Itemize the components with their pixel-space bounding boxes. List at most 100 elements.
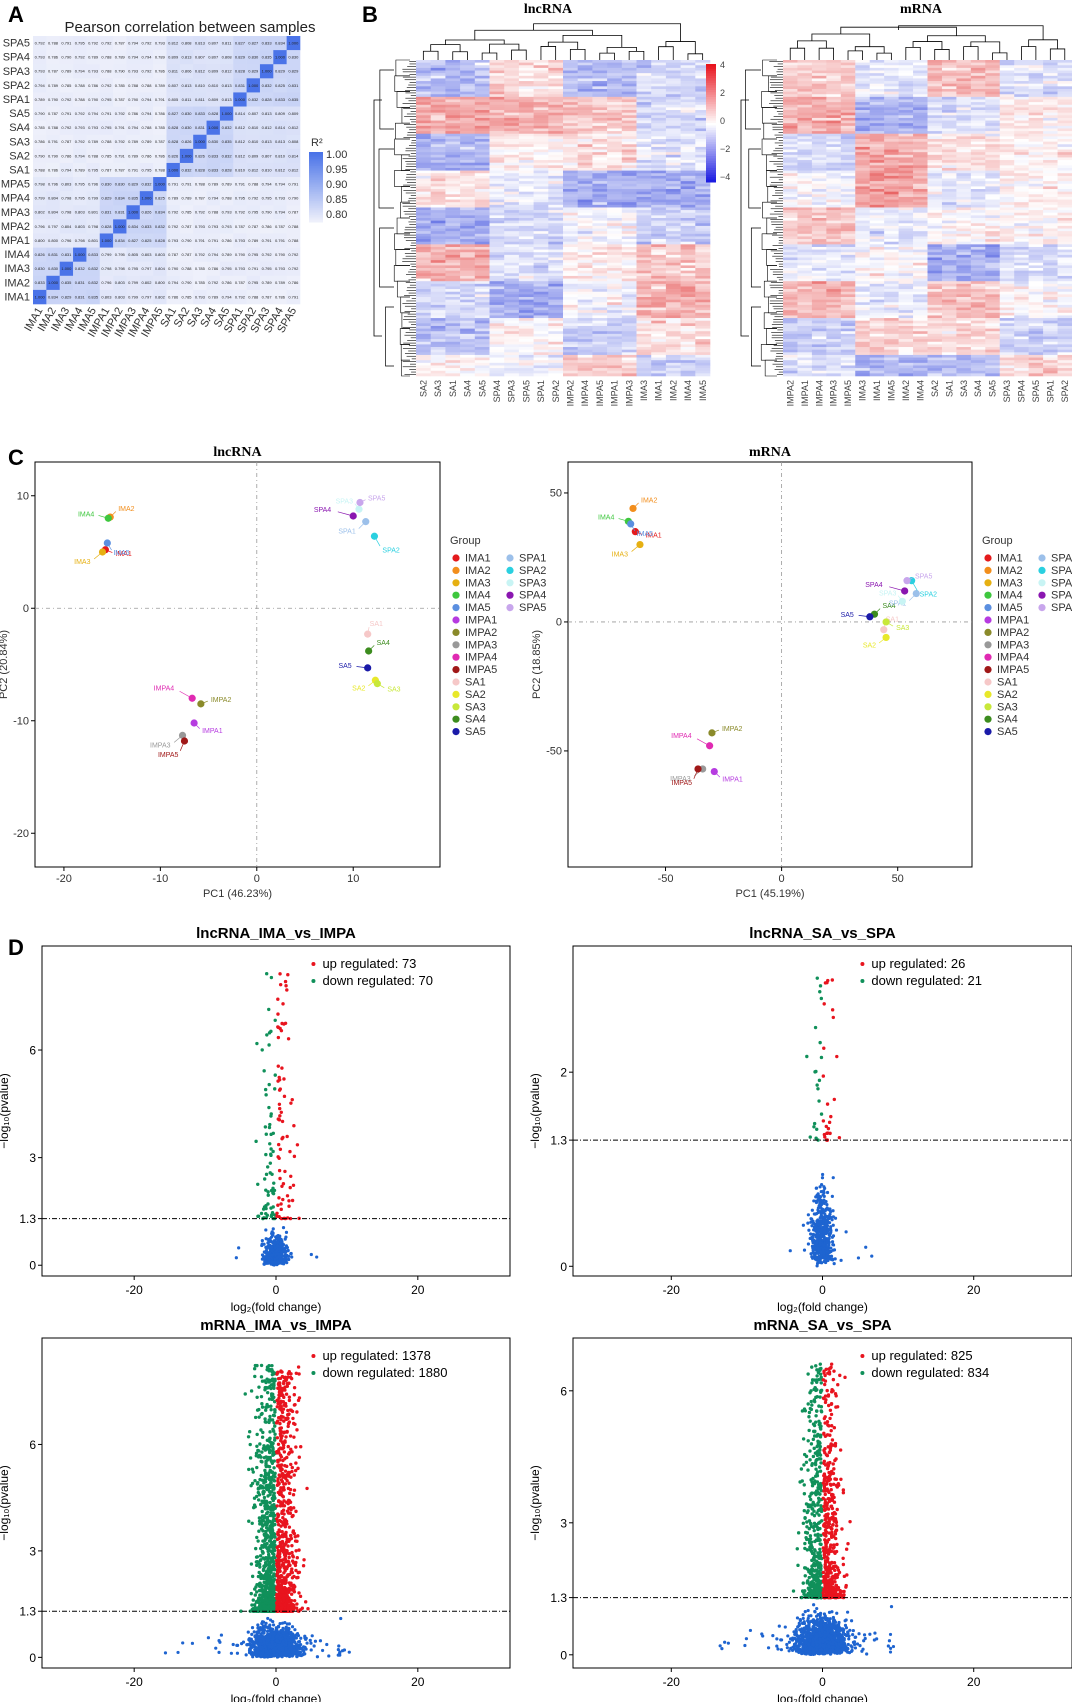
correlation-cell — [179, 289, 194, 305]
correlation-value: 0.789 — [141, 139, 152, 144]
expression-cell — [1014, 146, 1029, 150]
expression-cell — [577, 102, 593, 106]
expression-cell — [651, 347, 667, 350]
expression-cell — [941, 152, 957, 156]
expression-cell — [518, 86, 534, 90]
expression-cell — [533, 120, 549, 124]
expression-cell — [592, 183, 608, 187]
correlation-value: 0.785 — [115, 83, 126, 88]
expression-cell — [460, 194, 476, 198]
correlation-cell — [33, 191, 47, 206]
expression-cell — [826, 154, 842, 158]
expression-cell — [651, 270, 667, 274]
expression-cell — [592, 202, 608, 206]
expression-cell — [840, 246, 856, 250]
correlation-cell — [99, 78, 114, 93]
expression-cell — [518, 146, 534, 150]
expression-cell — [636, 136, 652, 140]
expression-cell — [884, 170, 899, 174]
expression-cell — [680, 199, 696, 203]
expression-cell — [665, 278, 681, 282]
expression-cell — [970, 210, 986, 214]
expression-cell — [416, 262, 431, 266]
expression-cell — [474, 354, 490, 358]
expression-cell — [548, 228, 564, 232]
expression-cell — [563, 181, 578, 185]
expression-cell — [577, 299, 593, 303]
expression-cell — [884, 152, 899, 156]
expression-cell — [504, 315, 520, 319]
expression-cell — [416, 178, 431, 182]
expression-cell — [783, 191, 798, 195]
expression-cell — [430, 352, 446, 356]
correlation-value: 0.793 — [275, 196, 286, 201]
colorbar-step — [309, 197, 323, 200]
expression-cell — [577, 62, 593, 66]
expression-cell — [1057, 194, 1072, 198]
expression-cell — [1057, 175, 1072, 179]
expression-cell — [797, 160, 813, 163]
expression-cell — [913, 67, 928, 71]
correlation-cell — [179, 106, 194, 121]
expression-cell — [665, 289, 681, 293]
correlation-value: 0.828 — [195, 167, 206, 172]
correlation-cell — [99, 162, 114, 178]
correlation-value: 0.789 — [128, 139, 139, 144]
expression-cell — [1014, 223, 1029, 227]
expression-cell — [607, 136, 623, 140]
correlation-cell — [99, 92, 114, 107]
expression-cell — [577, 86, 593, 90]
expression-cell — [665, 331, 681, 335]
expression-cell — [460, 339, 476, 343]
expression-cell — [927, 78, 943, 82]
correlation-value: 0.799 — [128, 294, 139, 299]
expression-cell — [651, 370, 667, 374]
expression-cell — [985, 170, 1001, 174]
expression-cell — [489, 244, 505, 248]
expression-cell — [680, 91, 696, 95]
expression-cell — [695, 241, 711, 245]
expression-cell — [445, 141, 461, 145]
expression-cell — [592, 220, 608, 224]
expression-cell — [797, 212, 813, 216]
expression-cell — [430, 196, 446, 200]
expression-cell — [1028, 202, 1044, 206]
expression-cell — [460, 310, 476, 314]
correlation-value: 0.793 — [208, 224, 219, 229]
correlation-cell — [273, 92, 287, 107]
expression-cell — [927, 246, 943, 250]
expression-cell — [826, 67, 842, 71]
correlation-row-label: SA3 — [9, 136, 30, 148]
expression-cell — [430, 297, 446, 300]
expression-cell — [548, 173, 564, 177]
expression-cell — [533, 162, 549, 166]
expression-cell — [460, 244, 476, 248]
expression-cell — [797, 233, 813, 237]
correlation-value: 0.807 — [248, 111, 259, 116]
expression-cell — [970, 141, 986, 145]
correlation-cell — [206, 106, 221, 121]
expression-cell — [636, 131, 652, 135]
dendrogram-branch — [396, 217, 410, 235]
expression-cell — [941, 133, 957, 137]
dendrogram-branch — [401, 359, 410, 377]
correlation-value: 0.788 — [101, 69, 112, 74]
expression-cell — [783, 107, 798, 111]
correlation-cell — [219, 247, 234, 262]
expression-cell — [445, 183, 461, 187]
expression-cell — [460, 183, 476, 187]
expression-col-label: IMA2 — [668, 380, 678, 401]
correlation-cell — [73, 177, 87, 192]
expression-cell — [1014, 252, 1029, 256]
expression-cell — [884, 131, 899, 135]
expression-cell — [563, 294, 578, 298]
expression-cell — [855, 239, 870, 242]
expression-cell — [869, 199, 885, 203]
expression-cell — [533, 96, 549, 100]
expression-cell — [504, 167, 520, 171]
expression-cell — [651, 173, 667, 177]
expression-cell — [504, 160, 520, 163]
expression-cell — [416, 365, 431, 369]
expression-cell — [913, 83, 928, 87]
expression-cell — [592, 281, 608, 285]
